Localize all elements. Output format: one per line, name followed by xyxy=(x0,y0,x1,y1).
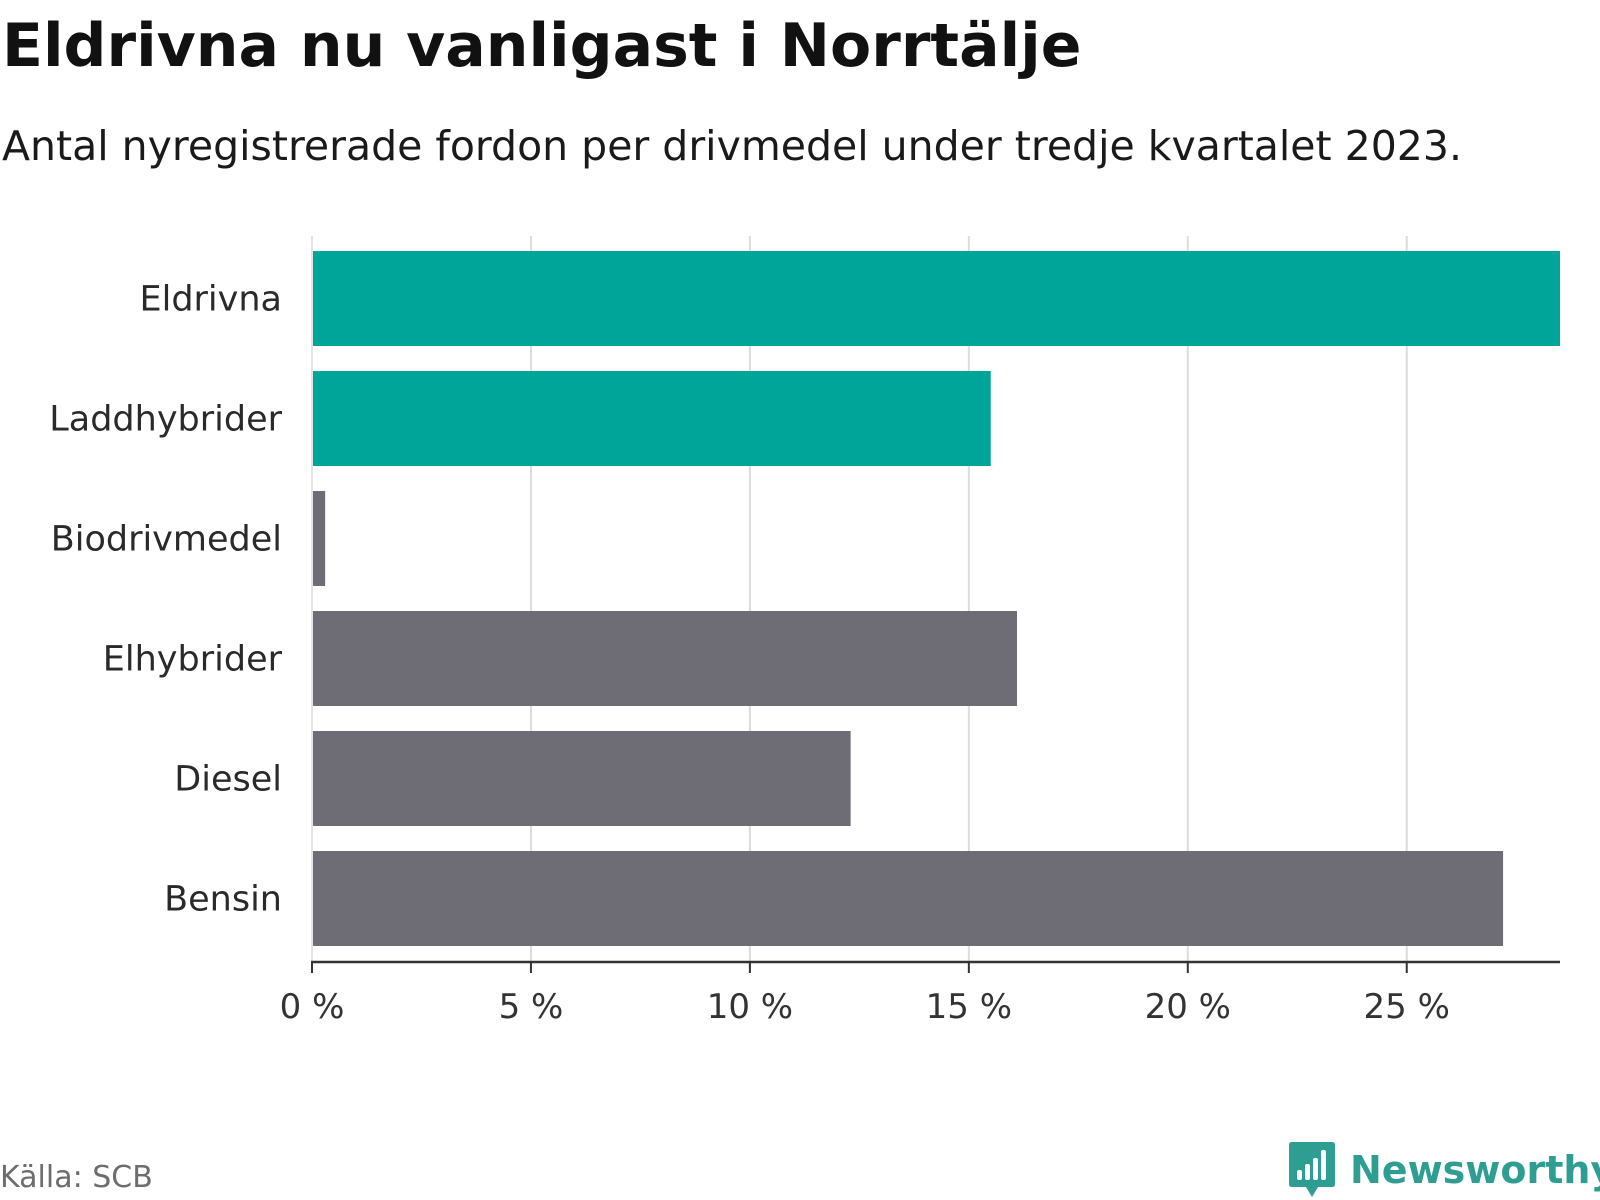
brand-name: Newsworthy xyxy=(1350,1148,1600,1192)
category-label: Laddhybrider xyxy=(49,400,282,440)
category-label: Diesel xyxy=(174,760,282,800)
x-tick-label: 15 % xyxy=(926,987,1012,1027)
grid-lines xyxy=(529,236,1408,962)
bar xyxy=(312,491,326,586)
bar xyxy=(312,731,851,826)
chart-subtitle: Antal nyregistrerade fordon per drivmede… xyxy=(2,122,1463,170)
source-note: Källa: SCB xyxy=(0,1160,153,1195)
x-tick-label: 20 % xyxy=(1145,987,1231,1027)
bar-chart-logo-icon xyxy=(1289,1142,1335,1197)
x-tick-label: 10 % xyxy=(707,987,793,1027)
bars xyxy=(312,251,1560,946)
category-labels: Eldrivna Laddhybrider Biodrivmedel Elhybrid… xyxy=(49,280,282,920)
category-label: Biodrivmedel xyxy=(51,520,282,560)
x-tick-label: 0 % xyxy=(280,987,345,1027)
bar xyxy=(312,371,991,466)
x-tick-label: 5 % xyxy=(499,987,564,1027)
x-axis: 0 % 5 % 10 % 15 % 20 % 25 % xyxy=(280,236,1560,1027)
bar xyxy=(312,611,1018,706)
category-label: Elhybrider xyxy=(103,640,283,680)
chart-title: Eldrivna nu vanligast i Norrtälje xyxy=(2,11,1082,81)
category-label: Eldrivna xyxy=(139,280,282,320)
x-tick-label: 25 % xyxy=(1364,987,1450,1027)
brand-logo: Newsworthy xyxy=(1288,1140,1600,1200)
bar xyxy=(312,251,1560,346)
category-label: Bensin xyxy=(164,880,282,920)
bar xyxy=(312,851,1504,946)
bar-chart: Eldrivna Laddhybrider Biodrivmedel Elhybrid… xyxy=(49,236,1560,1027)
